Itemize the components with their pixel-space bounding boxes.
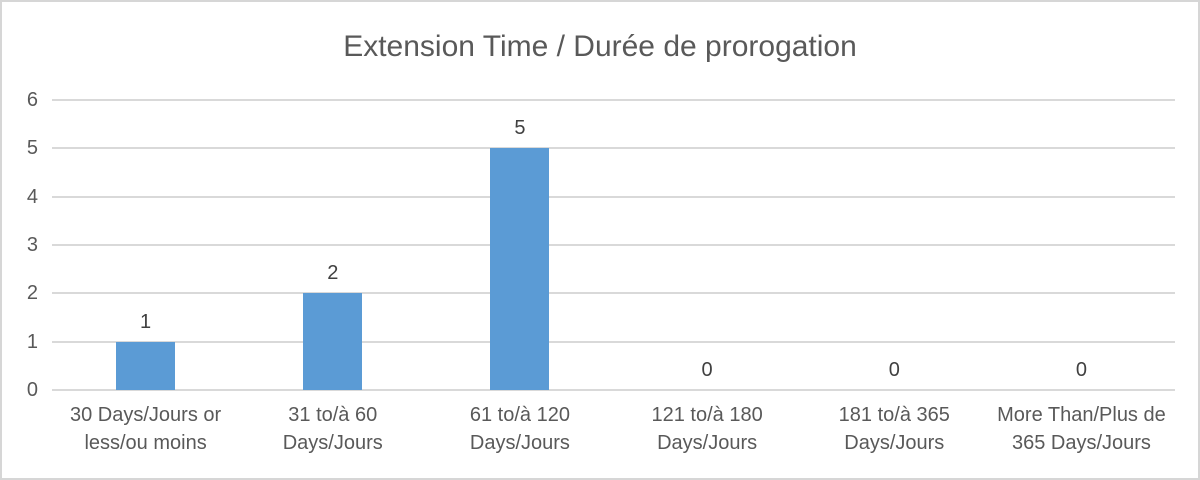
gridline: [52, 244, 1175, 246]
x-category-label: 30 Days/Jours or less/ou moins: [70, 404, 222, 454]
gridline: [52, 340, 1175, 343]
y-tick-label: 2: [26, 282, 38, 305]
plot-area: [52, 99, 1175, 391]
bar-slot: 2: [239, 100, 426, 390]
x-category-label: 181 to/à 365 Days/Jours: [838, 404, 950, 454]
bar: [116, 341, 176, 390]
bar-slot: 1: [52, 100, 239, 390]
bar: [490, 148, 550, 390]
y-tick-label: 4: [26, 185, 38, 208]
y-axis: 0 1 2 3 4 5 6: [2, 89, 40, 401]
x-axis: 30 Days/Jours or less/ou moins 31 to/à 60 D…: [52, 401, 1175, 457]
data-label: 0: [1075, 359, 1087, 381]
data-label: 0: [888, 359, 900, 381]
chart-title: Extension Time / Durée de prorogation: [343, 30, 857, 63]
bar-slot: 0: [801, 100, 988, 390]
data-label: 1: [140, 310, 152, 333]
bar-slot: 5: [426, 100, 613, 390]
y-tick-label: 5: [26, 137, 38, 160]
bar-slot: 0: [614, 100, 801, 390]
y-tick-label: 3: [26, 234, 38, 256]
bars-row: 1 2 5 0 0 0: [52, 100, 1175, 390]
bar-slot: 0: [988, 100, 1175, 390]
y-tick-label: 1: [26, 330, 38, 353]
data-label: 2: [327, 262, 339, 285]
x-category-label: 31 to/à 60 Days/Jours: [282, 404, 383, 454]
y-tick-label: 6: [26, 89, 38, 111]
gridline: [52, 147, 1175, 150]
gridline: [52, 389, 1175, 391]
x-category-label: 61 to/à 120 Days/Jours: [469, 404, 570, 454]
x-category-label: More Than/Plus de 365 Days/Jours: [997, 404, 1166, 454]
gridline: [52, 292, 1175, 295]
data-label: 5: [514, 117, 526, 140]
y-tick-label: 0: [26, 379, 38, 401]
bar: [303, 293, 363, 390]
x-category-label: 121 to/à 180 Days/Jours: [651, 404, 763, 454]
data-label: 0: [701, 359, 713, 381]
gridline: [52, 99, 1175, 101]
gridline: [52, 195, 1175, 198]
